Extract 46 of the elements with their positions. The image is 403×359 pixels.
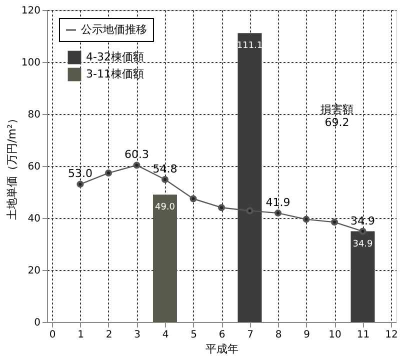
x-tick-label: 12 [385, 330, 398, 340]
x-tick-label: 9 [304, 330, 310, 340]
y-tick-label: 0 [34, 318, 40, 328]
point [302, 216, 310, 223]
data-label: 53.0 [68, 167, 92, 180]
x-tick-label: 6 [218, 330, 226, 340]
x-tick-label: 2 [106, 330, 112, 340]
y-tick-label: 80 [28, 110, 40, 120]
x-tick-label: 4 [162, 330, 169, 340]
x-tick-label: 11 [356, 330, 370, 340]
data-label: 54.8 [152, 162, 178, 176]
legend-label: 3-11棟価額 [86, 68, 144, 80]
y-tick-label: 100 [21, 58, 40, 68]
point [133, 162, 140, 169]
point [331, 218, 338, 226]
y-axis-title: 土地単価（万円/m²） [5, 113, 18, 220]
point [76, 180, 84, 188]
y-tick-label: 120 [21, 6, 40, 16]
point [359, 228, 366, 235]
data-label: 111.1 [236, 41, 263, 52]
y-tick-label: 60 [28, 162, 40, 172]
x-tick-label: 7 [247, 330, 254, 340]
point [246, 207, 254, 214]
x-axis-title: 平成年 [206, 342, 238, 356]
y-tick-label: 20 [28, 266, 40, 276]
data-label: 34.9 [352, 239, 374, 250]
x-tick-label: 0 [49, 330, 56, 340]
x-tick-label: 8 [275, 330, 282, 340]
x-tick-label: 1 [78, 330, 84, 340]
data-label: 60.3 [124, 148, 149, 162]
x-tick-label: 3 [134, 330, 140, 340]
annotation: 損害額 69.2 [320, 103, 354, 129]
legend-label: 4-32棟価額 [86, 50, 144, 64]
data-label: 41.9 [266, 196, 290, 210]
bar [153, 194, 177, 322]
point [274, 210, 282, 217]
data-label: 34.9 [350, 214, 375, 228]
y-tick-label: 40 [28, 214, 40, 224]
x-tick-label: 5 [190, 330, 197, 340]
point [105, 170, 112, 177]
data-label: 49.0 [154, 202, 176, 213]
x-tick-label: 10 [328, 330, 342, 340]
point [162, 176, 168, 184]
point [218, 204, 225, 212]
legend-label: 公示地価推移 [81, 23, 147, 36]
point [190, 195, 197, 202]
